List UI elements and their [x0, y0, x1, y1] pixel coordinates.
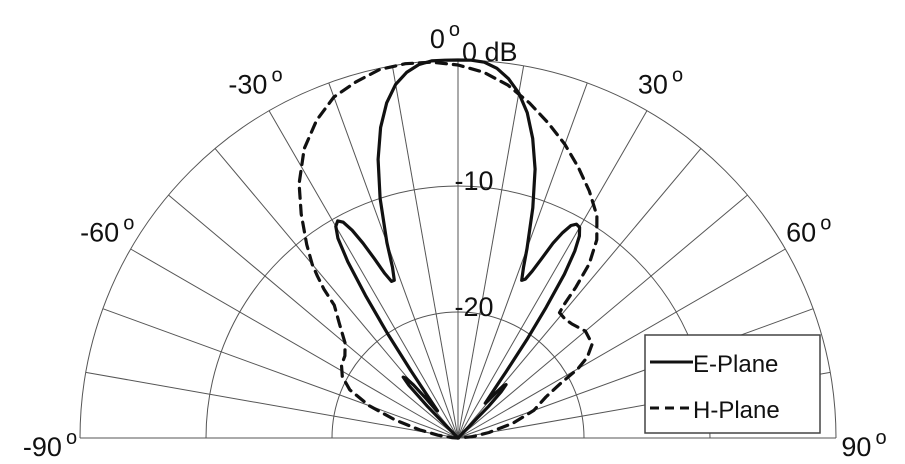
grid-spoke — [130, 248, 459, 439]
angle-tick-label: -30 o — [228, 64, 282, 99]
radial-tick-label: -10 — [454, 166, 493, 196]
grid-spoke — [85, 371, 459, 439]
radial-tick-label: 0 dB — [462, 37, 518, 67]
radial-tick-label: -20 — [454, 292, 493, 322]
grid-spoke — [457, 65, 525, 439]
grid-spoke — [168, 194, 459, 439]
grid-spoke — [102, 308, 459, 439]
angle-tick-label: 90 o — [841, 427, 886, 462]
angle-tick-label: 30 o — [638, 64, 683, 99]
grid-spoke — [457, 194, 748, 439]
angle-tick-label: 60 o — [786, 213, 831, 248]
series-layer — [297, 58, 599, 440]
series-line-h-plane — [297, 60, 599, 440]
grid-spoke — [457, 110, 648, 439]
legend: E-Plane H-Plane — [644, 334, 821, 434]
grid-spoke — [391, 65, 459, 439]
angle-tick-label: -90 o — [23, 427, 77, 462]
angle-tick-label: -60 o — [80, 213, 134, 248]
grid-spoke — [268, 110, 459, 439]
legend-box — [644, 334, 821, 434]
grid-spoke — [457, 308, 814, 439]
series-line-e-plane — [334, 58, 582, 440]
grid-spoke — [457, 82, 588, 439]
polar-grid — [79, 59, 837, 439]
legend-entry-label: H-Plane — [693, 397, 780, 424]
grid-spoke — [457, 248, 786, 439]
legend-entry-label: E-Plane — [693, 351, 778, 378]
grid-spoke — [328, 82, 459, 439]
